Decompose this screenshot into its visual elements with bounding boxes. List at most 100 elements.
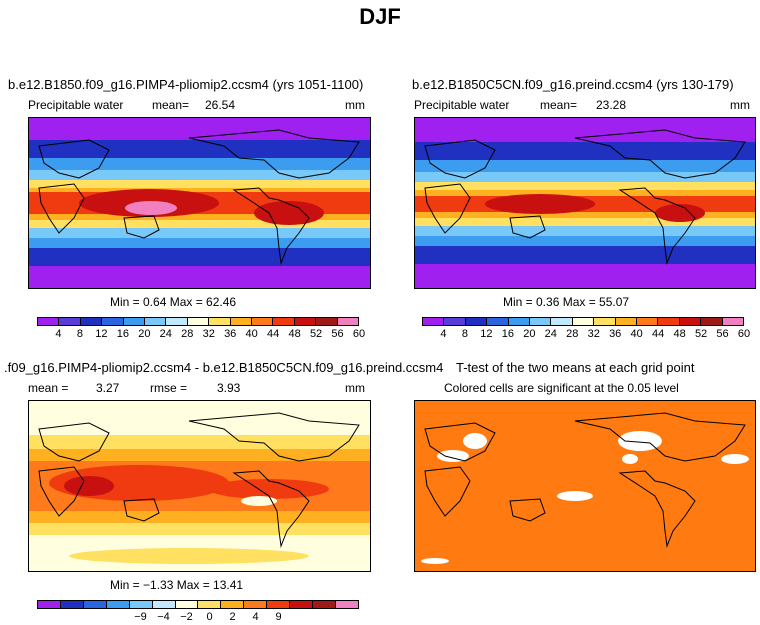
colorbar-tick-label: 32 xyxy=(202,328,215,340)
panel-tr-title: b.e12.B1850C5CN.f09_g16.preind.ccsm4 (yr… xyxy=(412,77,734,92)
colorbar-tick-label: 16 xyxy=(116,328,129,340)
colorbar-tick-label: −2 xyxy=(180,611,193,623)
colorbar-swatch xyxy=(187,318,210,325)
panel-tl-colorbar xyxy=(37,317,359,326)
colorbar-swatch xyxy=(335,601,358,608)
panel-tr-mean-label: mean= xyxy=(540,98,578,112)
colorbar-swatch xyxy=(316,318,338,325)
colorbar-swatch xyxy=(209,318,231,325)
colorbar-swatch xyxy=(38,318,60,325)
panel-tl-title: b.e12.B1850.f09_g16.PIMP4-pliomip2.ccsm4… xyxy=(8,77,364,92)
panel-tl-units: mm xyxy=(345,98,365,112)
panel-tr-map xyxy=(414,117,756,289)
colorbar-tick-label: 16 xyxy=(501,328,514,340)
colorbar-tick-label: 12 xyxy=(480,328,493,340)
colorbar-swatch xyxy=(572,318,595,325)
colorbar-tick-label: 48 xyxy=(673,328,686,340)
panel-br-map xyxy=(414,400,756,572)
panel-tl-map xyxy=(28,117,371,289)
colorbar-tick-label: 60 xyxy=(352,328,366,340)
colorbar-tick-label: 60 xyxy=(737,328,751,340)
colorbar-swatch xyxy=(106,601,130,608)
colorbar-tick-label: 20 xyxy=(138,328,151,340)
colorbar-tick-label: 12 xyxy=(95,328,108,340)
ttest-map xyxy=(415,401,755,571)
panel-tl-mean-label: mean= xyxy=(152,98,190,112)
colorbar-swatch xyxy=(145,318,167,325)
precip-map-preind xyxy=(415,118,755,288)
colorbar-tick-label: 56 xyxy=(716,328,729,340)
colorbar-swatch xyxy=(221,601,245,608)
colorbar-tick-label: 4 xyxy=(440,328,447,340)
colorbar-swatch xyxy=(658,318,680,325)
panel-bl-rmse-value: 3.93 xyxy=(217,381,241,395)
colorbar-swatch xyxy=(123,318,146,325)
colorbar-swatch xyxy=(290,601,314,608)
panel-bl-title: .f09_g16.PIMP4-pliomip2.ccsm4 - b.e12.B1… xyxy=(4,360,444,375)
colorbar-tick-label: 32 xyxy=(587,328,600,340)
colorbar-tick-label: 28 xyxy=(181,328,194,340)
colorbar-swatch xyxy=(487,318,509,325)
panel-bl-map xyxy=(28,400,371,572)
colorbar-swatch xyxy=(423,318,445,325)
colorbar-swatch xyxy=(313,601,336,608)
panel-tr-colorbar xyxy=(422,317,744,326)
colorbar-tick-label: 20 xyxy=(523,328,536,340)
colorbar-tick-label: 8 xyxy=(76,328,83,340)
colorbar-swatch xyxy=(530,318,552,325)
colorbar-tick-label: 36 xyxy=(609,328,622,340)
colorbar-tick-label: 56 xyxy=(331,328,344,340)
colorbar-tick-label: 36 xyxy=(224,328,237,340)
colorbar-tick-label: 44 xyxy=(267,328,280,340)
colorbar-swatch xyxy=(166,318,188,325)
colorbar-tick-label: −4 xyxy=(157,611,170,623)
colorbar-tick-label: −9 xyxy=(134,611,147,623)
colorbar-swatch xyxy=(701,318,723,325)
colorbar-swatch xyxy=(594,318,616,325)
panel-tr-variable: Precipitable water xyxy=(414,98,510,112)
page-title: DJF xyxy=(359,4,401,29)
panel-bl-colorbar-ticks: −9 −4 −2 0 2 4 9 xyxy=(37,611,359,625)
colorbar-swatch xyxy=(722,318,744,325)
colorbar-swatch xyxy=(83,601,107,608)
panel-tr-units: mm xyxy=(730,98,750,112)
colorbar-swatch xyxy=(252,318,274,325)
colorbar-swatch xyxy=(80,318,103,325)
panel-tr-mean-value: 23.28 xyxy=(596,98,627,112)
diff-map xyxy=(29,401,370,571)
colorbar-tick-label: 40 xyxy=(630,328,643,340)
panel-tl-variable: Precipitable water xyxy=(28,98,124,112)
panel-bl-rmse-label: rmse = xyxy=(150,381,188,395)
panel-tl-mean-value: 26.54 xyxy=(205,98,236,112)
colorbar-tick-label: 8 xyxy=(461,328,468,340)
panel-tr-colorbar-ticks: 4 8 12 16 20 24 28 32 36 40 44 48 52 56 60 xyxy=(422,328,750,342)
colorbar-swatch xyxy=(444,318,466,325)
colorbar-swatch xyxy=(60,601,84,608)
colorbar-swatch xyxy=(615,318,638,325)
panel-tr-stats: Min = 0.36 Max = 55.07 xyxy=(503,295,630,309)
colorbar-swatch xyxy=(129,601,153,608)
panel-bl-mean-label: mean = xyxy=(28,381,69,395)
colorbar-tick-label: 24 xyxy=(159,328,172,340)
colorbar-swatch xyxy=(551,318,573,325)
colorbar-swatch xyxy=(294,318,317,325)
colorbar-swatch xyxy=(38,601,61,608)
colorbar-swatch xyxy=(637,318,659,325)
colorbar-swatch xyxy=(244,601,268,608)
colorbar-swatch xyxy=(102,318,124,325)
panel-bl-units: mm xyxy=(345,381,365,395)
colorbar-swatch xyxy=(508,318,531,325)
colorbar-tick-label: 52 xyxy=(309,328,323,340)
colorbar-swatch xyxy=(267,601,291,608)
colorbar-tick-label: 0 xyxy=(206,611,213,623)
colorbar-tick-label: 2 xyxy=(229,611,236,623)
colorbar-tick-label: 48 xyxy=(288,328,301,340)
colorbar-swatch xyxy=(337,318,359,325)
colorbar-tick-label: 9 xyxy=(275,611,282,623)
colorbar-swatch xyxy=(465,318,488,325)
colorbar-swatch xyxy=(152,601,176,608)
colorbar-tick-label: 44 xyxy=(652,328,665,340)
colorbar-tick-label: 52 xyxy=(694,328,708,340)
colorbar-swatch xyxy=(198,601,222,608)
precip-map-pliomip xyxy=(29,118,370,288)
